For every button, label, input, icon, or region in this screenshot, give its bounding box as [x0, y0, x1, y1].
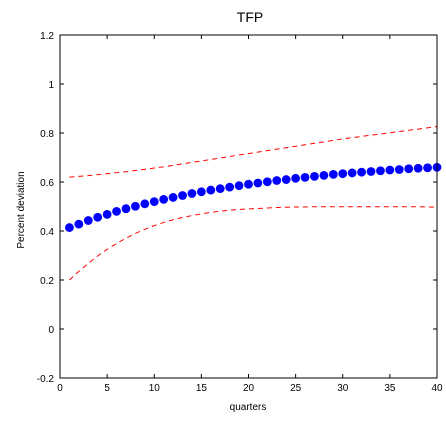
y-tick-label: 1.2: [40, 31, 54, 42]
data-point: [376, 166, 385, 176]
x-tick-label: 10: [149, 383, 161, 394]
x-axis-title: quarters: [230, 402, 267, 413]
data-point: [319, 170, 329, 180]
data-point: [65, 223, 74, 232]
data-point: [328, 170, 338, 179]
data-point: [385, 165, 395, 175]
x-tick-label: 30: [337, 383, 349, 394]
x-tick-label: 25: [290, 383, 302, 394]
x-tick-label: 35: [384, 383, 396, 394]
data-point: [262, 177, 272, 187]
data-point: [131, 201, 140, 211]
y-tick-label: 0.4: [40, 227, 54, 238]
y-tick-label: 0: [48, 325, 54, 336]
data-point: [244, 179, 253, 189]
data-point: [253, 178, 263, 188]
data-point: [291, 173, 301, 183]
x-tick-label: 0: [57, 383, 63, 394]
y-axis-title: Percent deviation: [16, 171, 27, 248]
plot-area: [65, 126, 442, 281]
data-point: [215, 184, 225, 194]
data-point: [140, 199, 150, 209]
data-point: [225, 182, 235, 192]
plot-frame: [59, 34, 438, 379]
y-tick-label: 0.2: [40, 276, 54, 287]
data-point: [281, 175, 291, 184]
data-point: [357, 167, 366, 177]
data-point: [310, 171, 319, 181]
y-tick-label: 1: [48, 80, 54, 91]
data-point: [93, 212, 103, 222]
data-point: [206, 185, 216, 195]
y-tick-label: 0.8: [40, 129, 54, 140]
chart-title: TFP: [237, 9, 263, 25]
axes: 0 5 10 15 20 25 30 35 40-0.200.20.40.60.811.2: [37, 31, 443, 394]
y-tick-label: 0.6: [40, 178, 54, 189]
data-point: [413, 163, 423, 173]
data-point: [168, 193, 178, 202]
data-point: [366, 167, 376, 176]
data-point: [187, 189, 197, 198]
data-point: [234, 181, 244, 191]
data-point: [272, 176, 282, 185]
data-point: [149, 197, 159, 207]
data-point: [196, 187, 206, 197]
data-point: [83, 216, 93, 225]
x-tick-label: 15: [196, 383, 208, 394]
y-tick-label: -0.2: [37, 374, 55, 385]
x-tick-label: 20: [243, 383, 255, 394]
x-tick-label: 40: [431, 383, 443, 394]
data-point: [112, 207, 121, 216]
data-point: [159, 194, 169, 204]
confidence-band-line-2: [69, 206, 438, 281]
confidence-band-line-1: [69, 126, 438, 178]
data-point: [178, 191, 187, 200]
data-point: [347, 168, 357, 178]
x-tick-label: 5: [104, 383, 110, 394]
data-point: [74, 219, 84, 229]
data-point: [102, 209, 112, 219]
data-point: [300, 172, 310, 182]
data-point: [394, 165, 404, 174]
data-point: [423, 163, 432, 173]
data-point: [404, 164, 414, 174]
data-point: [121, 204, 131, 214]
data-point: [338, 169, 348, 179]
